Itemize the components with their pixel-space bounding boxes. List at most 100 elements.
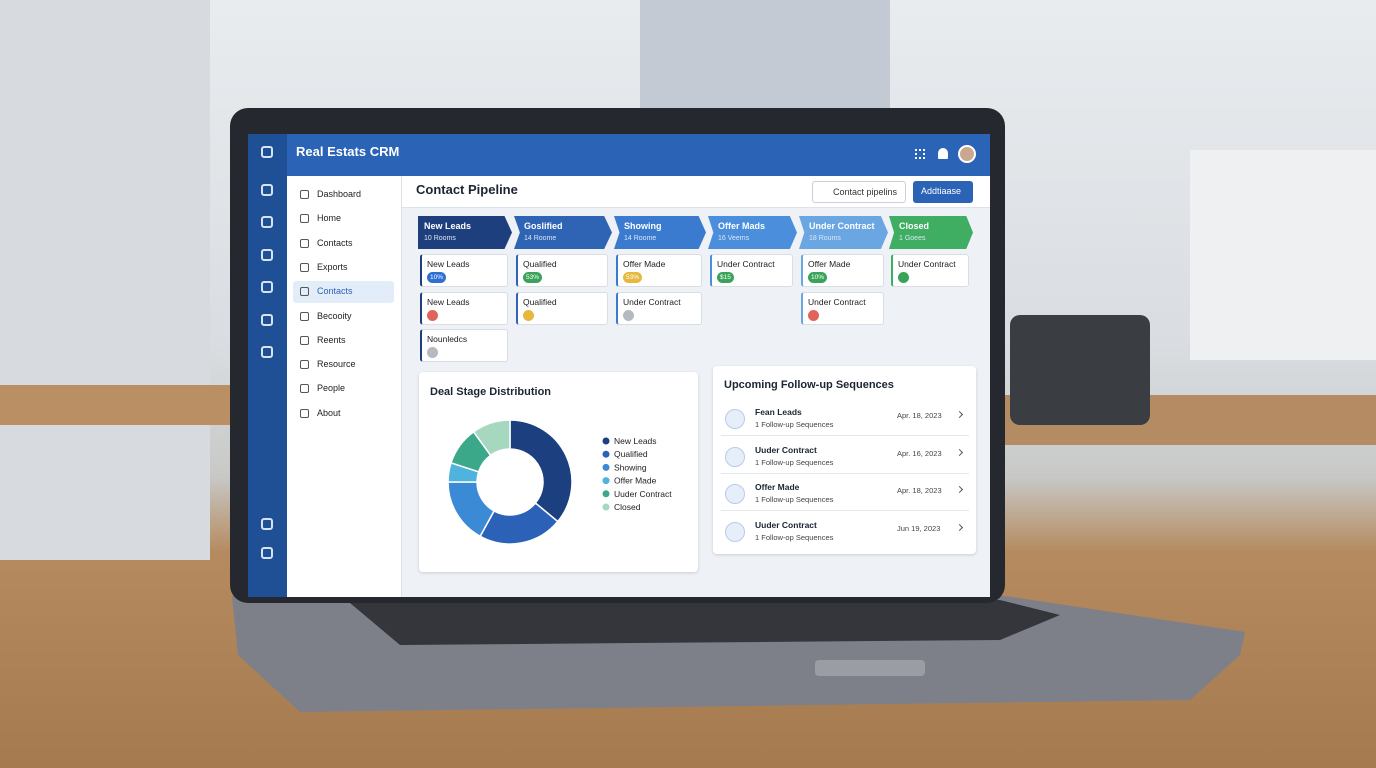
rail-icon[interactable]	[261, 281, 273, 293]
rail-icon[interactable]	[261, 184, 273, 196]
deal-card[interactable]: Offer Made 53%	[616, 254, 702, 287]
nav-item[interactable]: Contacts	[293, 281, 394, 304]
deal-card[interactable]: Under Contract $15	[710, 254, 793, 287]
nav-icon	[300, 214, 309, 224]
stage-header[interactable]: Closed 1 Goees	[889, 216, 973, 249]
nav-label: Becooity	[317, 310, 352, 321]
followup-date: Apr. 18, 2023	[897, 411, 942, 420]
nav-icon	[300, 384, 309, 394]
nav-item[interactable]: Exports	[293, 257, 394, 279]
nav-label: Dashboard	[317, 189, 362, 199]
followup-row[interactable]: Fean Leads 1 Follow-up Sequences Apr. 18, …	[721, 402, 969, 436]
followup-subtitle: 1 Follow-up Sequences	[755, 457, 834, 467]
stage-count: 18 Roums	[809, 235, 841, 242]
nav-item[interactable]: Contacts	[293, 233, 394, 255]
followups-card: Upcoming Follow-up Sequences Fean Leads 1…	[713, 366, 976, 554]
badge: 53%	[523, 272, 543, 283]
grid-icon[interactable]	[915, 149, 925, 159]
nav-icon	[300, 408, 309, 418]
nav-item[interactable]: Resource	[293, 354, 394, 376]
stage-count: 14 Roome	[524, 235, 557, 242]
donut-slice	[472, 419, 511, 457]
legend-label: Offer Made	[614, 476, 657, 486]
rail-icon[interactable]	[261, 314, 273, 326]
stage-count: 1 Goees	[899, 235, 926, 242]
legend-label: Qualified	[614, 449, 648, 459]
badge	[523, 309, 534, 321]
nav-label: Exports	[317, 261, 348, 272]
followup-date: Apr. 18, 2023	[897, 486, 942, 495]
stage-header[interactable]: Goslified 14 Roome	[514, 216, 612, 249]
badge	[427, 309, 438, 321]
avatar[interactable]	[958, 145, 976, 163]
stage-header[interactable]: Offer Mads 16 Veems	[708, 216, 797, 249]
stage-name: Showing	[624, 221, 662, 231]
deal-card[interactable]: Under Contract	[891, 254, 969, 287]
nav-item[interactable]: People	[293, 378, 394, 400]
followup-date: Apr. 16, 2023	[897, 448, 942, 458]
nav-icon	[300, 190, 309, 199]
chair	[1010, 315, 1150, 425]
followup-row[interactable]: Offer Made 1 Follow-up Sequences Apr. 18, …	[721, 477, 969, 511]
followups-title: Upcoming Follow-up Sequences	[724, 379, 894, 391]
followup-title: Uuder Contract	[755, 444, 817, 455]
bell-icon[interactable]	[938, 148, 948, 159]
stage-header[interactable]: Under Contract 18 Roums	[799, 216, 888, 249]
deal-card[interactable]: Under Contract	[616, 291, 702, 325]
action-button[interactable]: Addtiaase	[913, 181, 973, 203]
deal-card[interactable]: Offer Made 10%	[801, 254, 884, 287]
calendar-icon	[725, 484, 745, 504]
badge	[898, 272, 909, 283]
legend-label: New Leads	[614, 436, 657, 446]
deal-card[interactable]: New Leads	[420, 291, 508, 325]
nav-label: Contacts	[317, 237, 353, 248]
card-title: Offer Made	[623, 259, 666, 269]
chevron	[955, 410, 964, 419]
stage-name: Goslified	[524, 221, 563, 231]
rail-icon[interactable]	[261, 146, 273, 158]
screen: Real Estats CRM Dashboard Home Contacts Exp…	[248, 134, 990, 597]
badge	[623, 309, 634, 321]
legend-swatch	[602, 503, 610, 511]
deal-card[interactable]: Qualified 53%	[516, 254, 608, 287]
nav-panel: Dashboard Home Contacts Exports Contacts Beco…	[287, 176, 402, 597]
donut-slice	[509, 419, 573, 523]
rail-icon[interactable]	[261, 216, 273, 228]
nav-item[interactable]: Reents	[293, 330, 394, 352]
nav-item[interactable]: Home	[293, 208, 394, 230]
chart-card: Deal Stage Distribution New Leads Qualifi…	[419, 372, 698, 572]
desk	[0, 385, 230, 425]
followup-title: Offer Made	[755, 482, 800, 492]
stage-header[interactable]: New Leads 10 Rooms	[418, 216, 512, 249]
stage-count: 14 Roome	[624, 235, 657, 242]
rail-icon[interactable]	[261, 346, 273, 358]
legend-label: Uuder Contract	[614, 489, 672, 499]
nav-item[interactable]: About	[293, 403, 394, 425]
rail-icon[interactable]	[261, 547, 273, 559]
keyboard	[350, 600, 1060, 645]
legend-label: Showing	[614, 462, 647, 472]
monitor	[1190, 150, 1376, 360]
deal-card[interactable]: Qualified	[516, 291, 608, 325]
nav-item[interactable]: Becooity	[293, 306, 394, 328]
followup-subtitle: 1 Follow-up Sequences	[755, 420, 834, 429]
followup-row[interactable]: Uuder Contract 1 Follow-op Sequences Jun 1…	[721, 515, 969, 549]
rail-icon[interactable]	[261, 518, 273, 530]
legend-swatch	[602, 437, 610, 445]
followup-row[interactable]: Uuder Contract 1 Follow-up Sequences Apr. …	[721, 440, 969, 474]
calendar-icon	[725, 446, 745, 467]
deal-card[interactable]: Nounledcs	[420, 329, 508, 362]
deal-card[interactable]: Under Contract	[801, 291, 884, 325]
deal-card[interactable]: New Leads 10%	[420, 254, 508, 287]
rail-icon[interactable]	[261, 249, 273, 261]
card-title: Qualified	[523, 296, 557, 307]
stage-name: Closed	[899, 221, 930, 231]
badge: 10%	[427, 272, 447, 283]
filter-dropdown[interactable]: Contact pipelins	[812, 181, 906, 203]
chevron	[955, 523, 964, 531]
nav-icon	[300, 335, 309, 345]
stage-header[interactable]: Showing 14 Roome	[614, 216, 706, 249]
nav-item[interactable]: Dashboard	[293, 184, 394, 206]
legend-swatch	[602, 450, 610, 458]
card-title: Under Contract	[623, 296, 681, 307]
